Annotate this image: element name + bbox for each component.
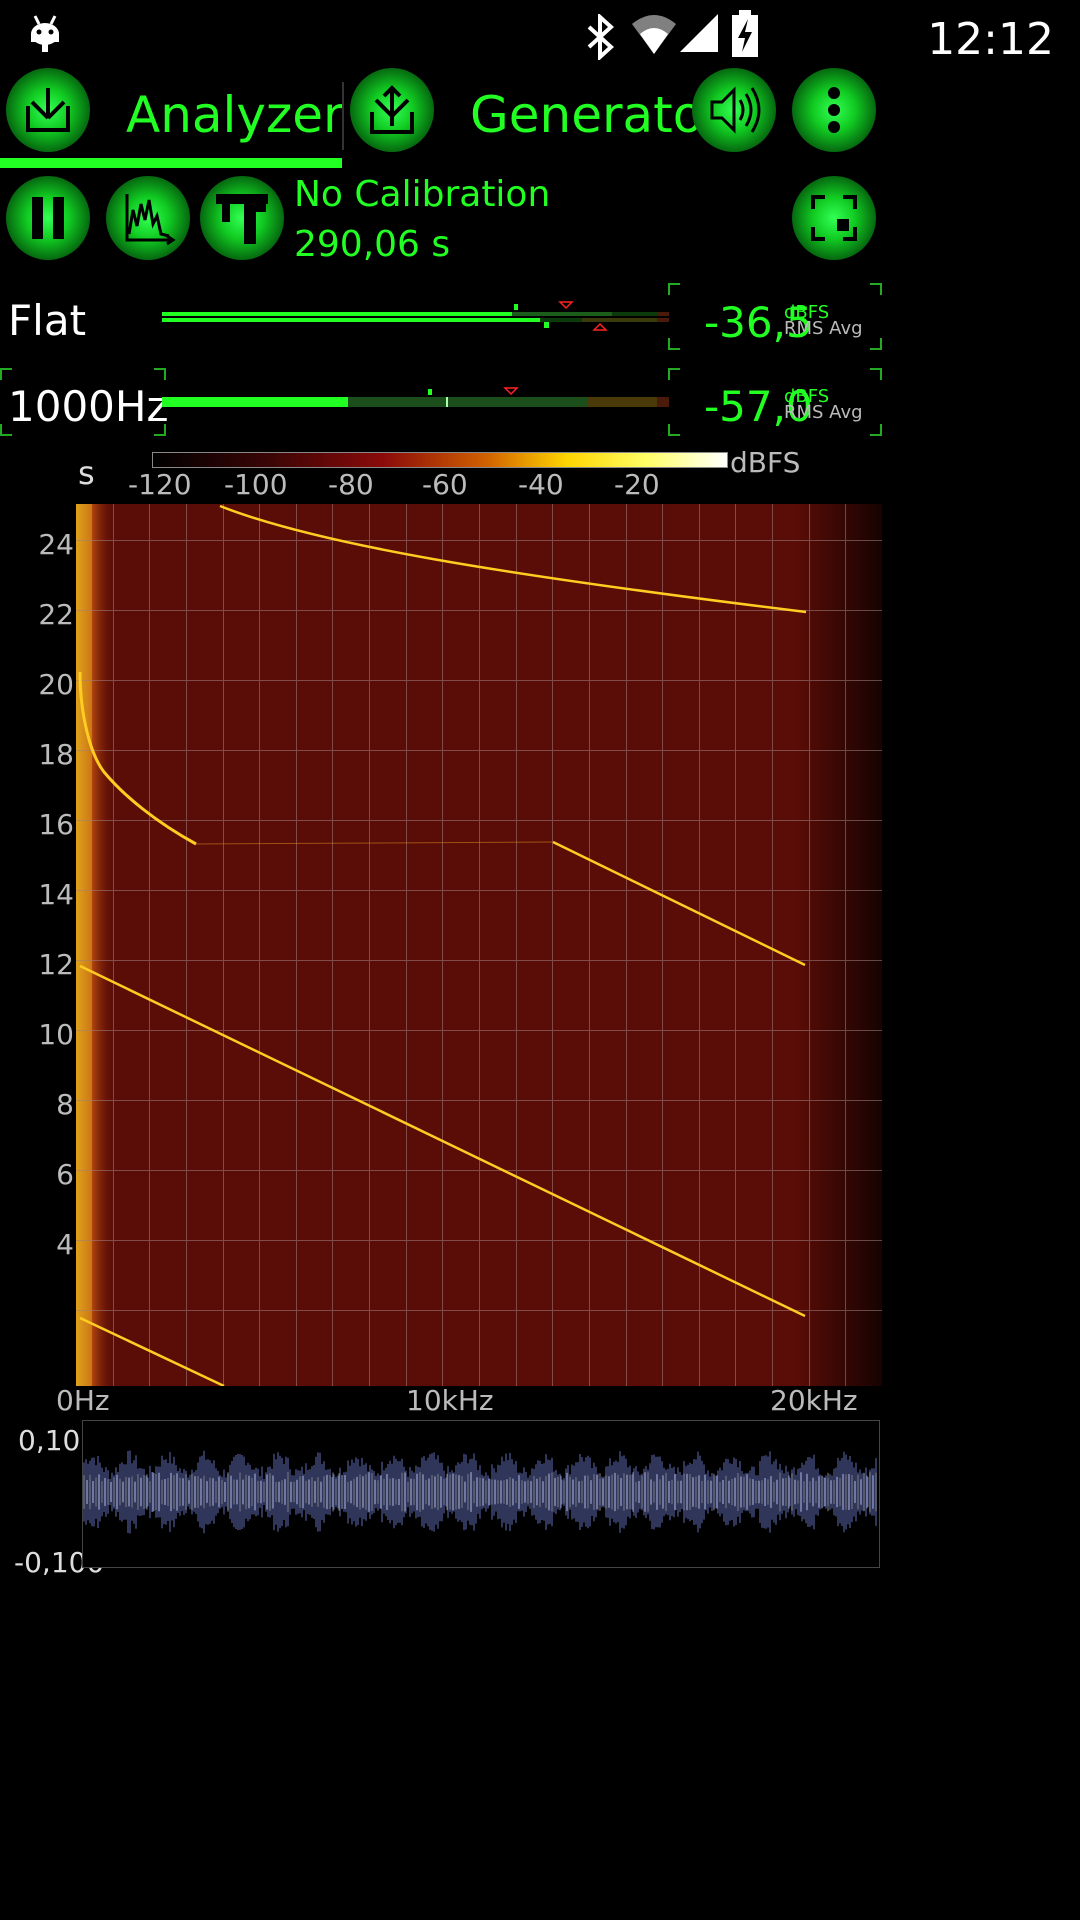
sweep-trace	[79, 1316, 225, 1386]
meter-1000hz-mode: RMS Avg	[784, 402, 863, 423]
pause-icon	[32, 197, 64, 239]
tab-analyzer[interactable]: Analyzer	[126, 86, 344, 144]
spectrogram-y-tick: 18	[38, 738, 74, 771]
spectrogram-y-tick: 6	[56, 1158, 74, 1191]
wifi-icon	[632, 15, 676, 54]
pause-button[interactable]	[6, 176, 90, 260]
high-frequency-fade	[796, 504, 882, 1386]
waveform-plot[interactable]	[82, 1420, 880, 1568]
colorbar-tick: -60	[422, 468, 468, 501]
speaker-icon	[710, 86, 761, 134]
spectrum-button[interactable]	[106, 176, 190, 260]
spectrogram-y-tick: 10	[38, 1018, 74, 1051]
spectrogram-y-tick: 24	[38, 528, 74, 561]
bluetooth-icon	[587, 14, 614, 60]
y-axis-unit: s	[78, 454, 95, 492]
sweep-trace	[195, 841, 554, 845]
output-arrows-icon	[370, 85, 414, 134]
elapsed-time: 290,06 s	[294, 224, 451, 265]
android-icon	[31, 15, 59, 52]
spectrum-chart-icon	[125, 194, 176, 246]
fullscreen-button[interactable]	[792, 176, 876, 260]
spectrogram-y-tick: 22	[38, 598, 74, 631]
meter-flat-label[interactable]: Flat	[8, 296, 87, 345]
meter-flat-value: -36,5	[704, 298, 813, 347]
fullscreen-icon	[811, 195, 857, 241]
more-vert-icon	[828, 87, 840, 133]
colorbar-unit: dBFS	[730, 446, 801, 479]
status-time: 12:12	[927, 14, 1054, 65]
tab-generator[interactable]: Generator	[470, 86, 724, 144]
meter-flat-mode: RMS Avg	[784, 318, 863, 339]
spectrogram-y-tick: 12	[38, 948, 74, 981]
sweep-trace	[78, 671, 197, 846]
active-tab-indicator	[0, 158, 342, 168]
dc-band	[76, 504, 92, 1386]
colorbar-tick: -80	[328, 468, 374, 501]
meter-flat-unit: dBFS	[784, 302, 830, 323]
calibration-button[interactable]	[200, 176, 284, 260]
overflow-menu-button[interactable]	[792, 68, 876, 152]
color-scale-bar	[152, 452, 728, 468]
colorbar-tick: -100	[224, 468, 288, 501]
meter-flat-bar	[162, 301, 669, 331]
spectrogram-x-tick: 20kHz	[770, 1384, 858, 1417]
sweep-trace	[219, 504, 807, 614]
tab-divider	[342, 82, 344, 150]
speaker-button[interactable]	[692, 68, 776, 152]
spectrogram-y-tick: 16	[38, 808, 74, 841]
status-bar: 12:12	[0, 0, 1080, 78]
spectrogram-x-tick: 10kHz	[406, 1384, 494, 1417]
colorbar-tick: -40	[518, 468, 564, 501]
spectrogram-y-tick: 4	[56, 1228, 74, 1261]
waveform-trace	[83, 1472, 877, 1512]
spectrogram[interactable]	[76, 504, 882, 1386]
colorbar-tick: -120	[128, 468, 192, 501]
spectrogram-y-tick: 20	[38, 668, 74, 701]
calibration-status[interactable]: No Calibration	[294, 174, 551, 215]
input-tray-icon	[26, 88, 70, 132]
sweep-trace	[552, 840, 806, 967]
meter-1000hz-label[interactable]: 1000Hz	[8, 382, 169, 431]
colorbar-tick: -20	[614, 468, 660, 501]
sweep-trace	[79, 964, 806, 1318]
meter-1000hz-value: -57,0	[704, 382, 813, 431]
signal-icon	[680, 14, 718, 52]
generator-tab-button[interactable]	[350, 68, 434, 152]
meter-1000hz-bar	[162, 387, 669, 407]
spectrogram-y-tick: 14	[38, 878, 74, 911]
spectrogram-y-tick: 8	[56, 1088, 74, 1121]
battery-charging-icon	[732, 10, 758, 57]
meter-1000hz-unit: dBFS	[784, 386, 830, 407]
caliper-icon	[216, 194, 268, 244]
spectrogram-x-tick: 0Hz	[56, 1384, 110, 1417]
analyzer-tab-button[interactable]	[6, 68, 90, 152]
